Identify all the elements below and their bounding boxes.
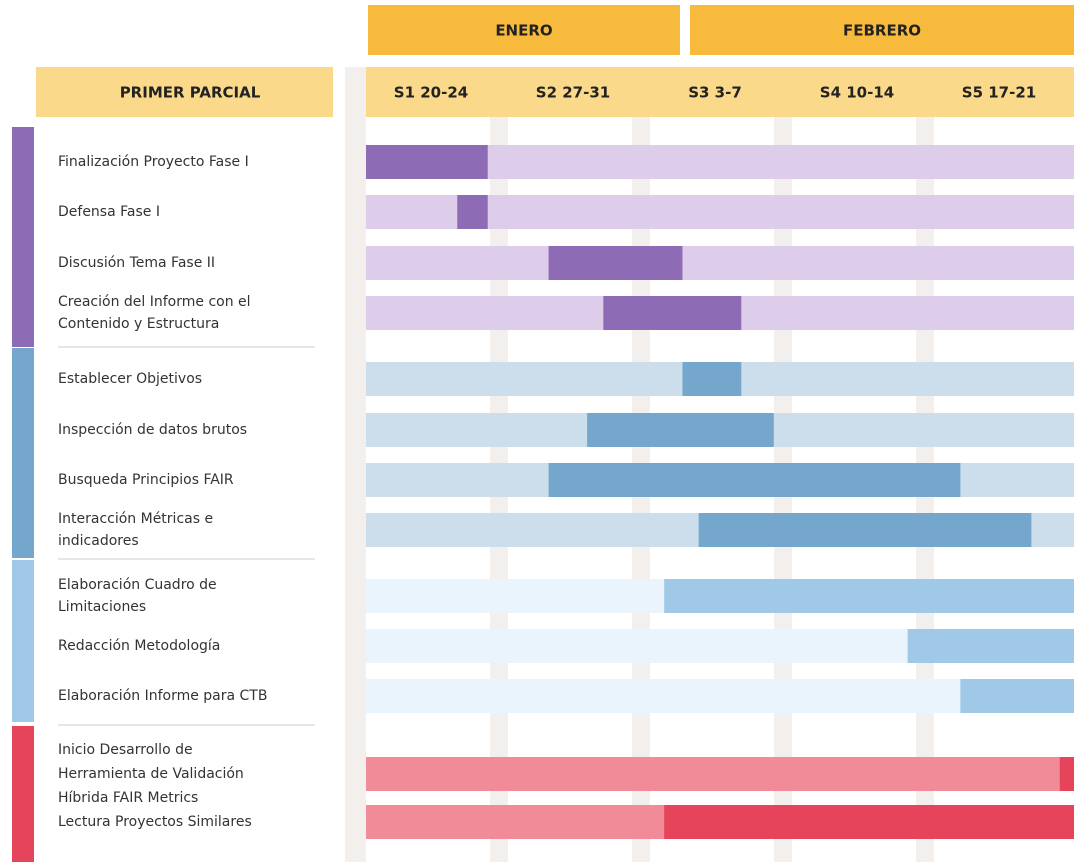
header-box	[36, 67, 333, 117]
group-indicator	[12, 127, 34, 347]
task-bar	[682, 362, 742, 396]
task-label: Establecer Objetivos	[58, 371, 202, 387]
task-bar	[603, 296, 742, 330]
task-bar	[960, 679, 1074, 713]
task-label: Busqueda Principios FAIR	[58, 472, 234, 488]
task-bar	[587, 413, 774, 447]
task-label: Contenido y Estructura	[58, 316, 219, 332]
week-label: S3 3-7	[688, 84, 742, 102]
task-label: Creación del Informe con el	[58, 294, 251, 310]
month-label: ENERO	[495, 22, 552, 40]
task-label: Herramienta de Validación	[58, 766, 244, 782]
task-bar	[457, 195, 488, 229]
task-label: Discusión Tema Fase II	[58, 255, 215, 271]
task-label: Híbrida FAIR Metrics	[58, 790, 198, 806]
task-label: Interacción Métricas e	[58, 511, 213, 527]
task-bar	[548, 246, 683, 280]
task-track	[366, 246, 1074, 280]
task-track	[366, 679, 1074, 713]
task-label: Finalización Proyecto Fase I	[58, 154, 249, 170]
task-label: Elaboración Cuadro de	[58, 577, 217, 593]
task-bar	[698, 513, 1032, 547]
task-bar	[907, 629, 1074, 663]
task-bar	[366, 145, 488, 179]
task-bar	[548, 463, 961, 497]
task-label: Lectura Proyectos Similares	[58, 814, 252, 830]
task-bar	[664, 805, 1074, 839]
group-indicator	[12, 560, 34, 722]
group-indicator	[12, 726, 34, 862]
task-track	[366, 757, 1074, 791]
task-bar	[664, 579, 1074, 613]
task-label: Redacción Metodología	[58, 638, 220, 654]
task-label: Inicio Desarrollo de	[58, 742, 193, 758]
task-label: Elaboración Informe para CTB	[58, 688, 267, 704]
week-header-row	[366, 67, 1074, 117]
task-label: Limitaciones	[58, 599, 146, 615]
week-label: S2 27-31	[536, 84, 610, 102]
header-label: PRIMER PARCIAL	[120, 84, 261, 102]
task-bar	[1059, 757, 1074, 791]
month-box	[690, 5, 1074, 55]
task-label: Inspección de datos brutos	[58, 422, 247, 438]
task-label: indicadores	[58, 533, 139, 549]
week-label: S5 17-21	[962, 84, 1036, 102]
month-box	[368, 5, 680, 55]
separator-column	[345, 67, 366, 862]
group-indicator	[12, 348, 34, 558]
task-label: Defensa Fase I	[58, 204, 160, 220]
week-label: S4 10-14	[820, 84, 894, 102]
month-label: FEBRERO	[843, 22, 921, 40]
week-label: S1 20-24	[394, 84, 468, 102]
